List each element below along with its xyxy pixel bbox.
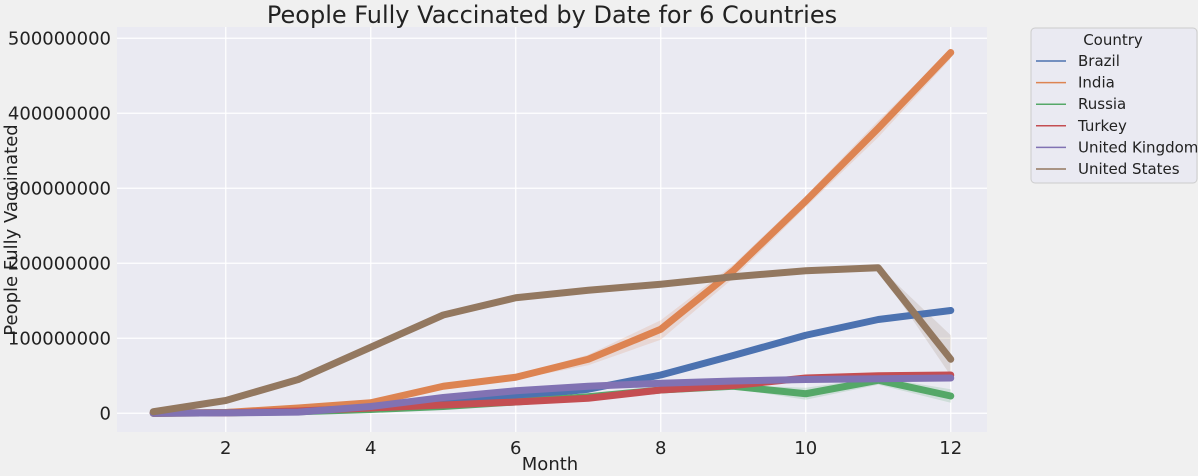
y-tick-label: 400000000: [8, 103, 111, 124]
legend-label-india: India: [1078, 74, 1115, 92]
grid: [117, 27, 987, 432]
y-tick-label: 0: [100, 403, 111, 424]
plot-area: [117, 27, 987, 432]
legend-label-united-states: United States: [1078, 160, 1180, 178]
legend-label-turkey: Turkey: [1077, 117, 1127, 135]
legend-title: Country: [1083, 31, 1143, 49]
legend-box: [1030, 27, 1198, 184]
y-tick-labels: 0 100000000 200000000 300000000 400000000 500…: [8, 28, 111, 424]
legend-items: Brazil India Russia Turkey United Kingdom Uni…: [1036, 52, 1198, 178]
chart-title: People Fully Vaccinated by Date for 6 Co…: [267, 1, 837, 29]
x-tick-label: 12: [939, 438, 962, 459]
legend-label-brazil: Brazil: [1078, 52, 1120, 70]
y-axis-title: People Fully Vaccinated: [1, 124, 22, 335]
x-tick-label: 10: [794, 438, 817, 459]
y-tick-label: 300000000: [8, 178, 111, 199]
y-tick-label: 500000000: [8, 28, 111, 49]
x-tick-labels: 2 4 6 8 10 12: [220, 438, 962, 459]
y-tick-label: 200000000: [8, 253, 111, 274]
x-tick-label: 2: [220, 438, 231, 459]
legend: Country Brazil India Russia Turkey United Ki…: [1030, 27, 1198, 184]
x-tick-label: 8: [655, 438, 666, 459]
series-line-united-states: [149, 264, 955, 416]
series-lines: [149, 49, 955, 417]
legend-label-russia: Russia: [1078, 95, 1126, 113]
x-axis-title: Month: [522, 454, 578, 475]
x-tick-label: 4: [365, 438, 376, 459]
series-line-united-kingdom: [149, 374, 955, 417]
x-tick-label: 6: [510, 438, 521, 459]
y-tick-label: 100000000: [8, 328, 111, 349]
legend-label-united-kingdom: United Kingdom: [1078, 138, 1198, 156]
